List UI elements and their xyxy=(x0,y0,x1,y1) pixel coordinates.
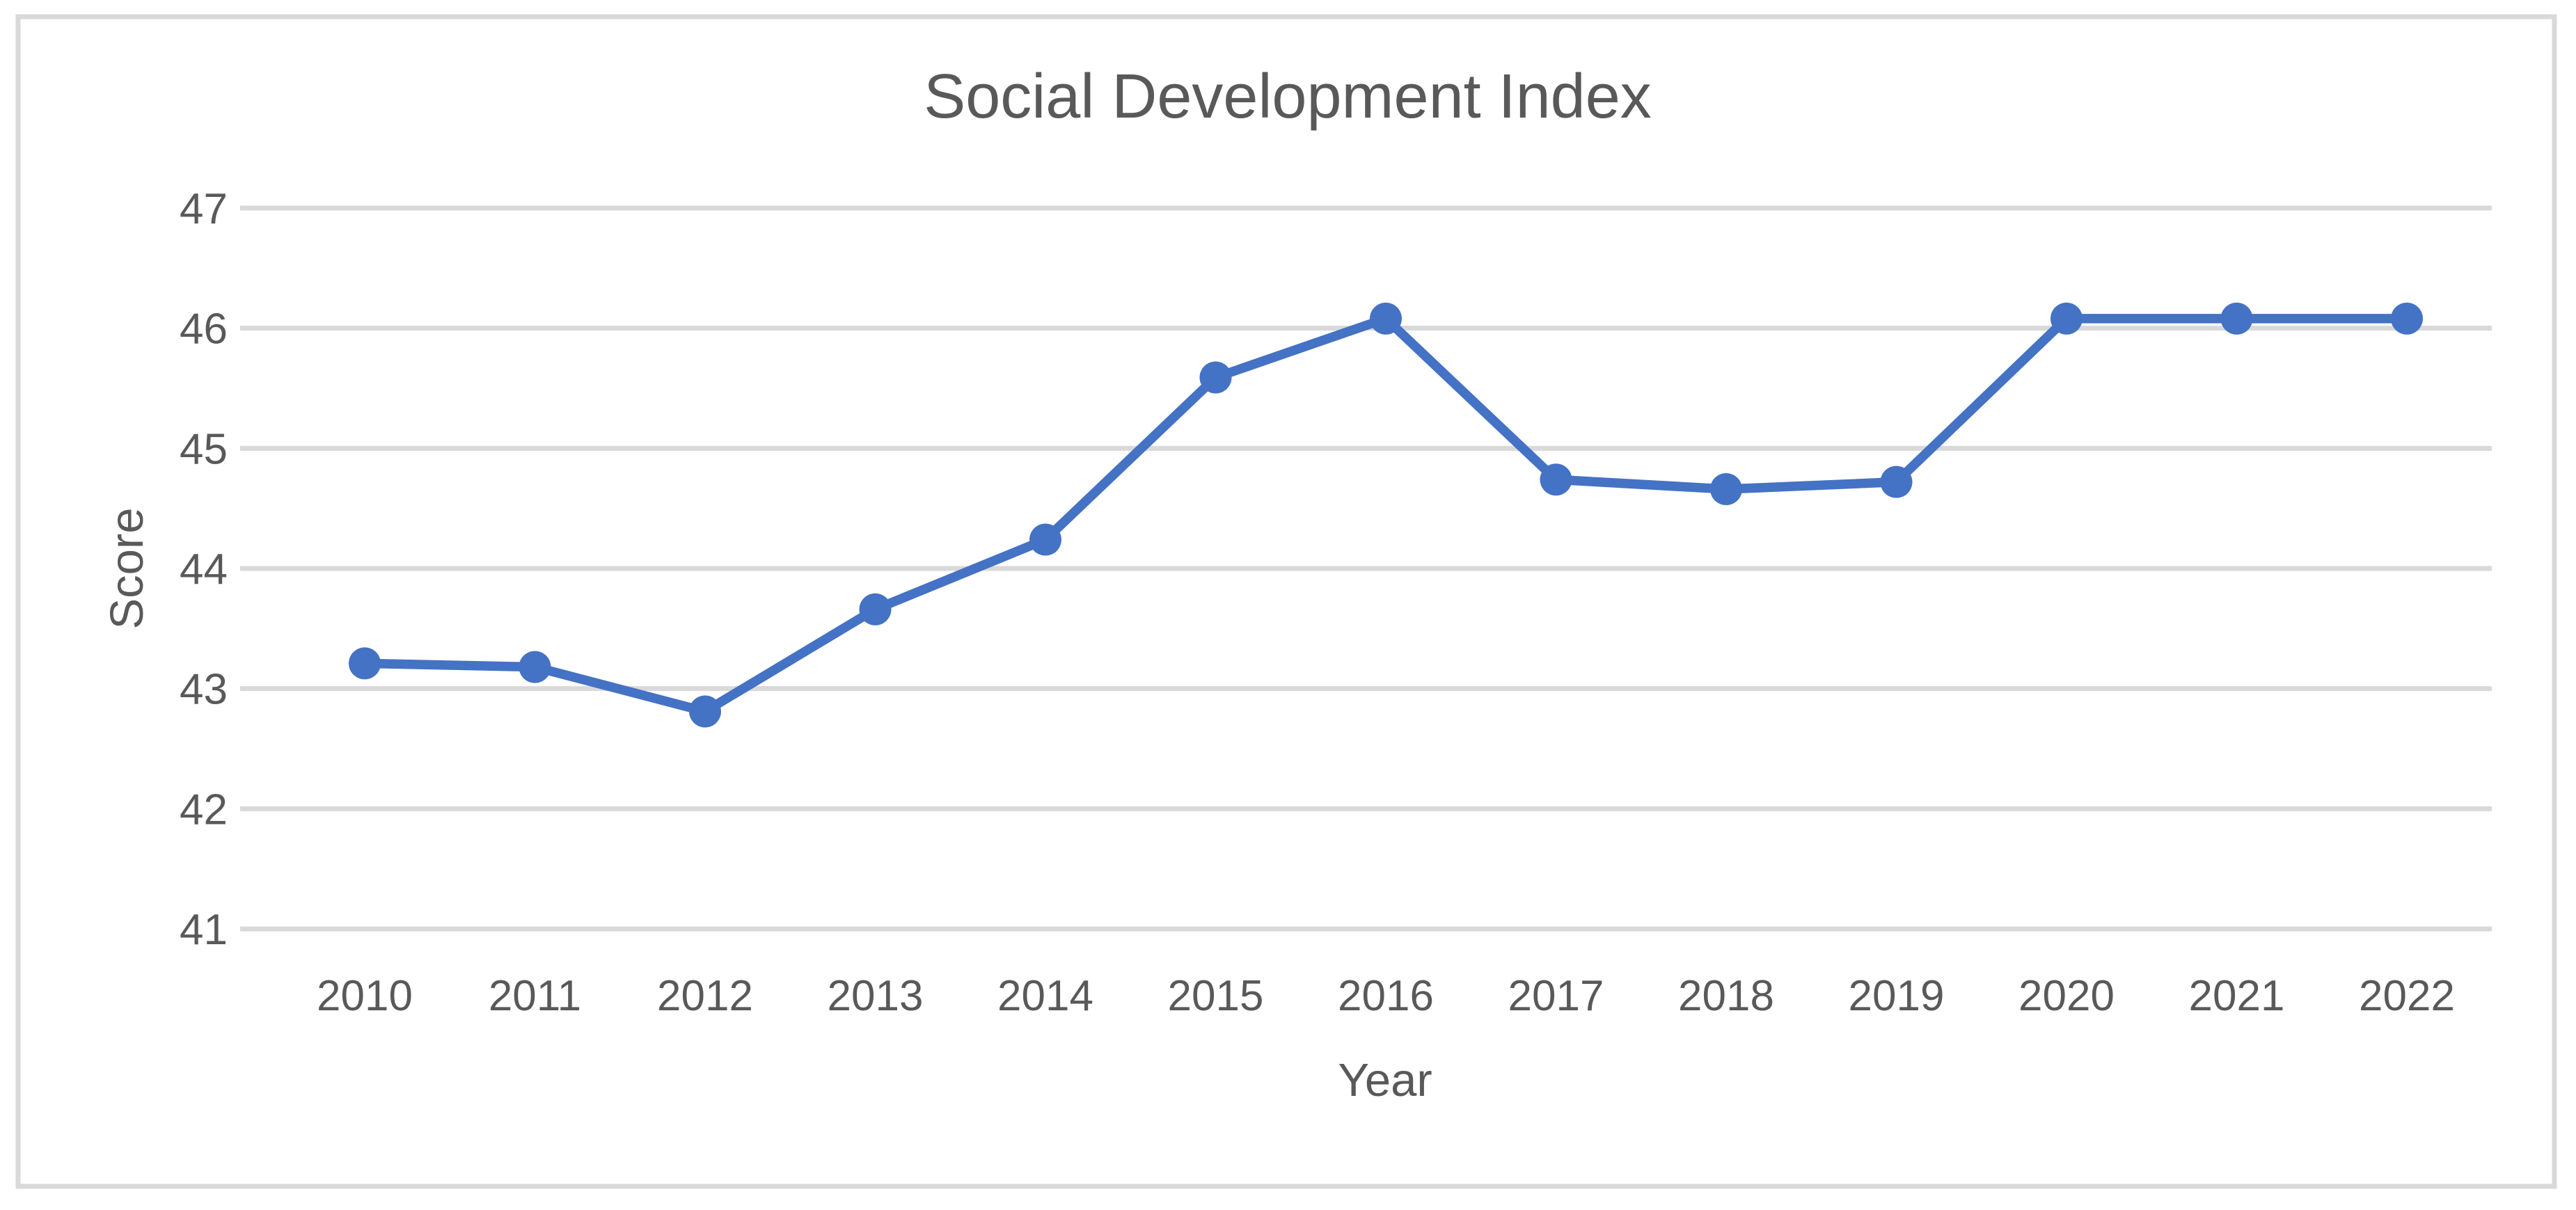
gridlines xyxy=(240,205,2492,932)
data-point-2013 xyxy=(859,593,892,626)
y-tick-label-47: 47 xyxy=(180,185,228,233)
y-tick-label-46: 46 xyxy=(180,305,228,353)
x-tick-label-2018: 2018 xyxy=(1678,972,1774,1020)
data-point-2014 xyxy=(1029,523,1061,556)
x-tick-label-2014: 2014 xyxy=(997,972,1093,1020)
x-tick-label-2017: 2017 xyxy=(1508,972,1604,1020)
x-tick-label-2022: 2022 xyxy=(2359,972,2455,1020)
x-tick-label-2010: 2010 xyxy=(317,972,413,1020)
y-axis-title: Score xyxy=(101,507,153,629)
y-tick-label-44: 44 xyxy=(180,546,228,594)
x-tick-label-2020: 2020 xyxy=(2018,972,2115,1020)
y-axis-tick-labels: 41 42 43 44 45 46 47 xyxy=(180,185,228,954)
data-point-2012 xyxy=(689,695,721,728)
data-point-2017 xyxy=(1540,463,1572,496)
x-tick-label-2011: 2011 xyxy=(489,972,581,1020)
x-axis-title: Year xyxy=(1338,1054,1432,1106)
y-tick-label-43: 43 xyxy=(180,666,228,714)
data-point-2021 xyxy=(2220,302,2253,335)
x-tick-label-2015: 2015 xyxy=(1168,972,1264,1020)
data-point-2019 xyxy=(1880,465,1913,498)
data-series xyxy=(349,302,2423,728)
x-tick-label-2013: 2013 xyxy=(828,972,924,1020)
data-point-2018 xyxy=(1710,473,1742,506)
x-tick-label-2012: 2012 xyxy=(657,972,753,1020)
data-point-2010 xyxy=(349,647,381,680)
x-tick-label-2021: 2021 xyxy=(2189,972,2285,1020)
data-point-2022 xyxy=(2391,302,2423,335)
y-tick-label-45: 45 xyxy=(180,425,228,473)
data-point-2015 xyxy=(1199,361,1232,394)
chart-title: Social Development Index xyxy=(924,62,1652,132)
x-axis-tick-labels: 2010 2011 2012 2013 2014 2015 2016 2017 2018 2019… xyxy=(317,972,2455,1020)
data-point-2016 xyxy=(1370,302,1402,335)
x-tick-label-2016: 2016 xyxy=(1338,972,1434,1020)
figure-border xyxy=(15,14,2557,1189)
y-tick-label-42: 42 xyxy=(180,786,228,834)
x-tick-label-2019: 2019 xyxy=(1849,972,1945,1020)
data-point-2011 xyxy=(519,651,551,683)
series-line xyxy=(360,314,2412,717)
y-tick-label-41: 41 xyxy=(180,906,228,954)
data-point-2020 xyxy=(2050,302,2083,335)
